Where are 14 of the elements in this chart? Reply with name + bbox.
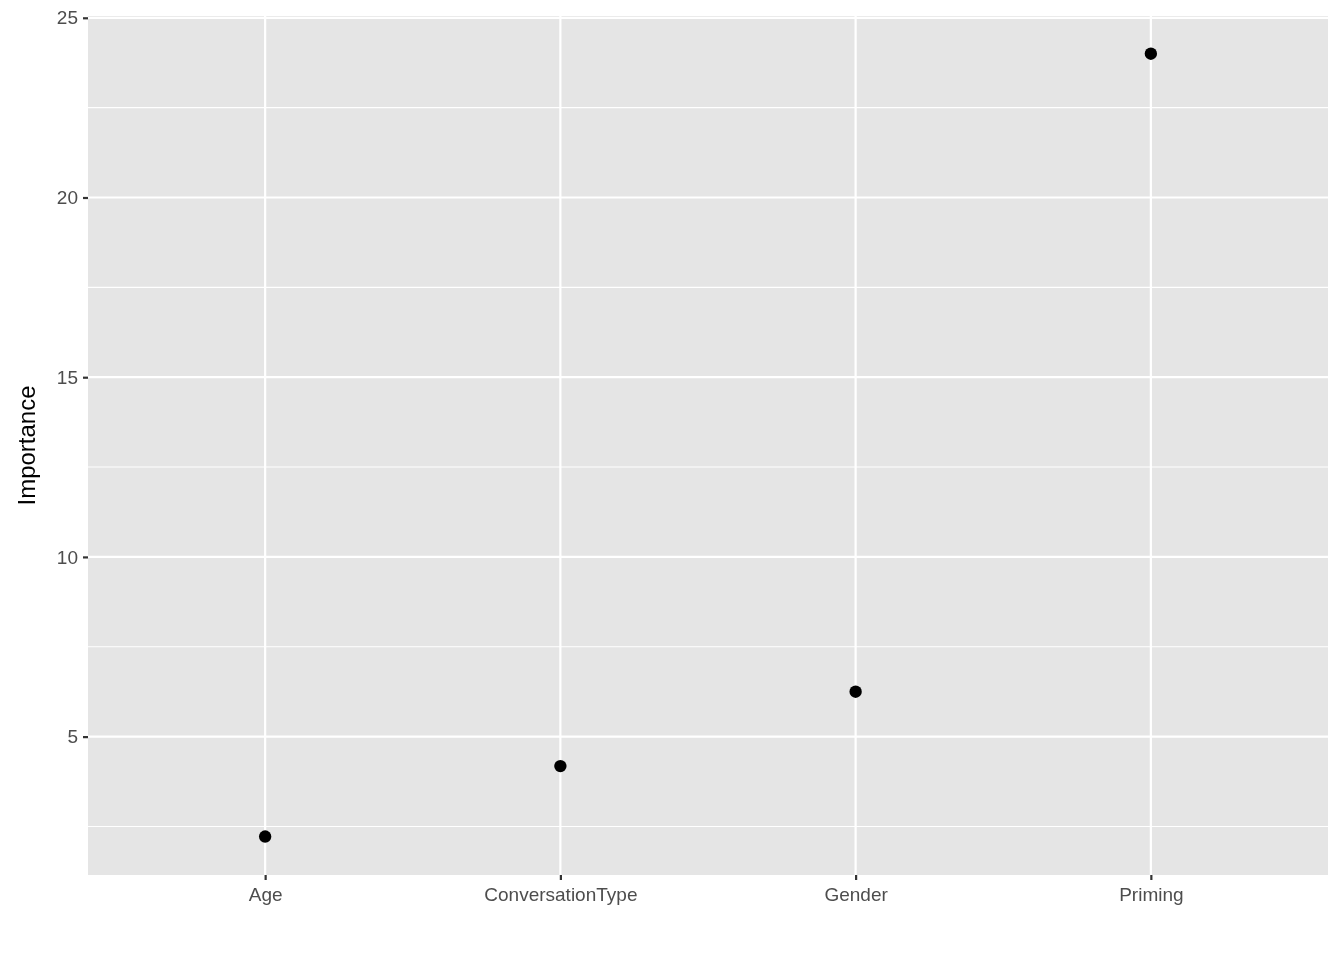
y-tick-label: 15 <box>56 366 78 388</box>
y-tick-label: 20 <box>56 187 78 209</box>
point <box>1144 47 1158 60</box>
y-axis-title: Importance <box>13 385 40 506</box>
x-tick-label: ConversationType <box>484 884 638 906</box>
x-tick-label: Priming <box>1119 884 1184 906</box>
point <box>258 830 272 843</box>
point <box>554 759 567 773</box>
y-tick-label: 10 <box>56 546 78 568</box>
y-tick-label: 25 <box>56 7 78 29</box>
x-tick-label: Gender <box>824 884 889 906</box>
x-tick-label: Age <box>248 884 283 906</box>
point <box>849 685 862 698</box>
y-tick-label: 5 <box>67 726 78 748</box>
